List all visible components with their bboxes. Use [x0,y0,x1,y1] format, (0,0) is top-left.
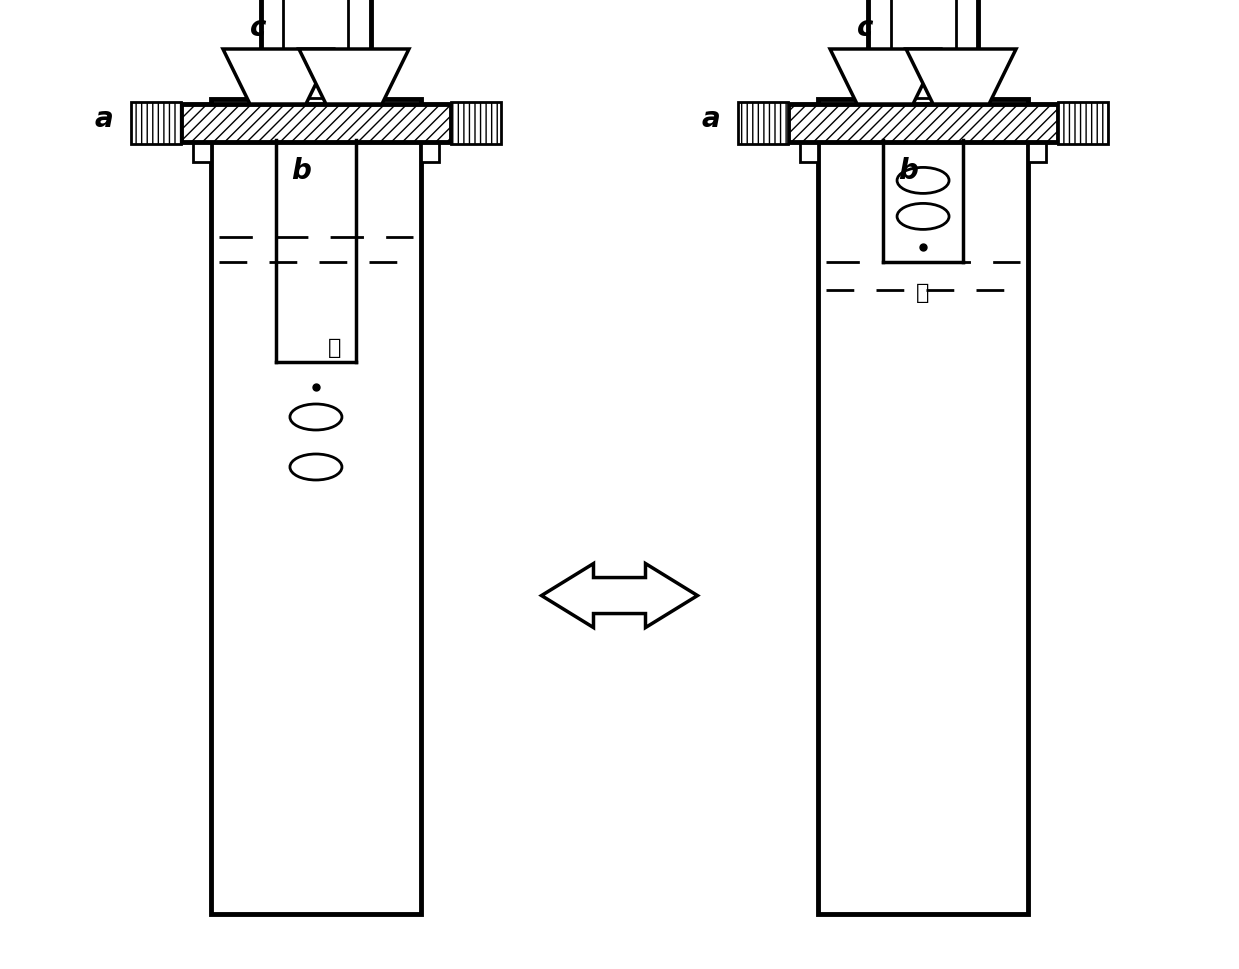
Bar [211,100,421,914]
Bar [1028,135,1046,163]
Bar [261,0,370,107]
Bar [800,135,818,163]
Bar [193,135,211,163]
Ellipse shape [290,454,342,481]
Polygon shape [299,50,409,105]
Ellipse shape [897,169,949,194]
Bar [738,103,788,144]
Text: 孔: 孔 [917,283,929,302]
Bar [869,0,978,107]
Polygon shape [830,50,940,105]
Text: c: c [857,14,873,42]
Polygon shape [541,564,698,628]
Ellipse shape [897,204,949,231]
Polygon shape [223,50,333,105]
Text: a: a [701,105,720,133]
Ellipse shape [290,405,342,430]
Bar [1058,103,1108,144]
Polygon shape [906,50,1016,105]
Bar [181,105,451,142]
Bar [818,100,1028,914]
Text: b: b [291,157,311,185]
Text: 孔: 孔 [328,337,341,358]
Bar [451,103,501,144]
Text: b: b [898,157,918,185]
Bar [421,135,439,163]
Bar [131,103,181,144]
Text: a: a [94,105,113,133]
Text: c: c [250,14,266,42]
Bar [788,105,1058,142]
Bar [891,0,955,99]
Bar [284,0,348,99]
